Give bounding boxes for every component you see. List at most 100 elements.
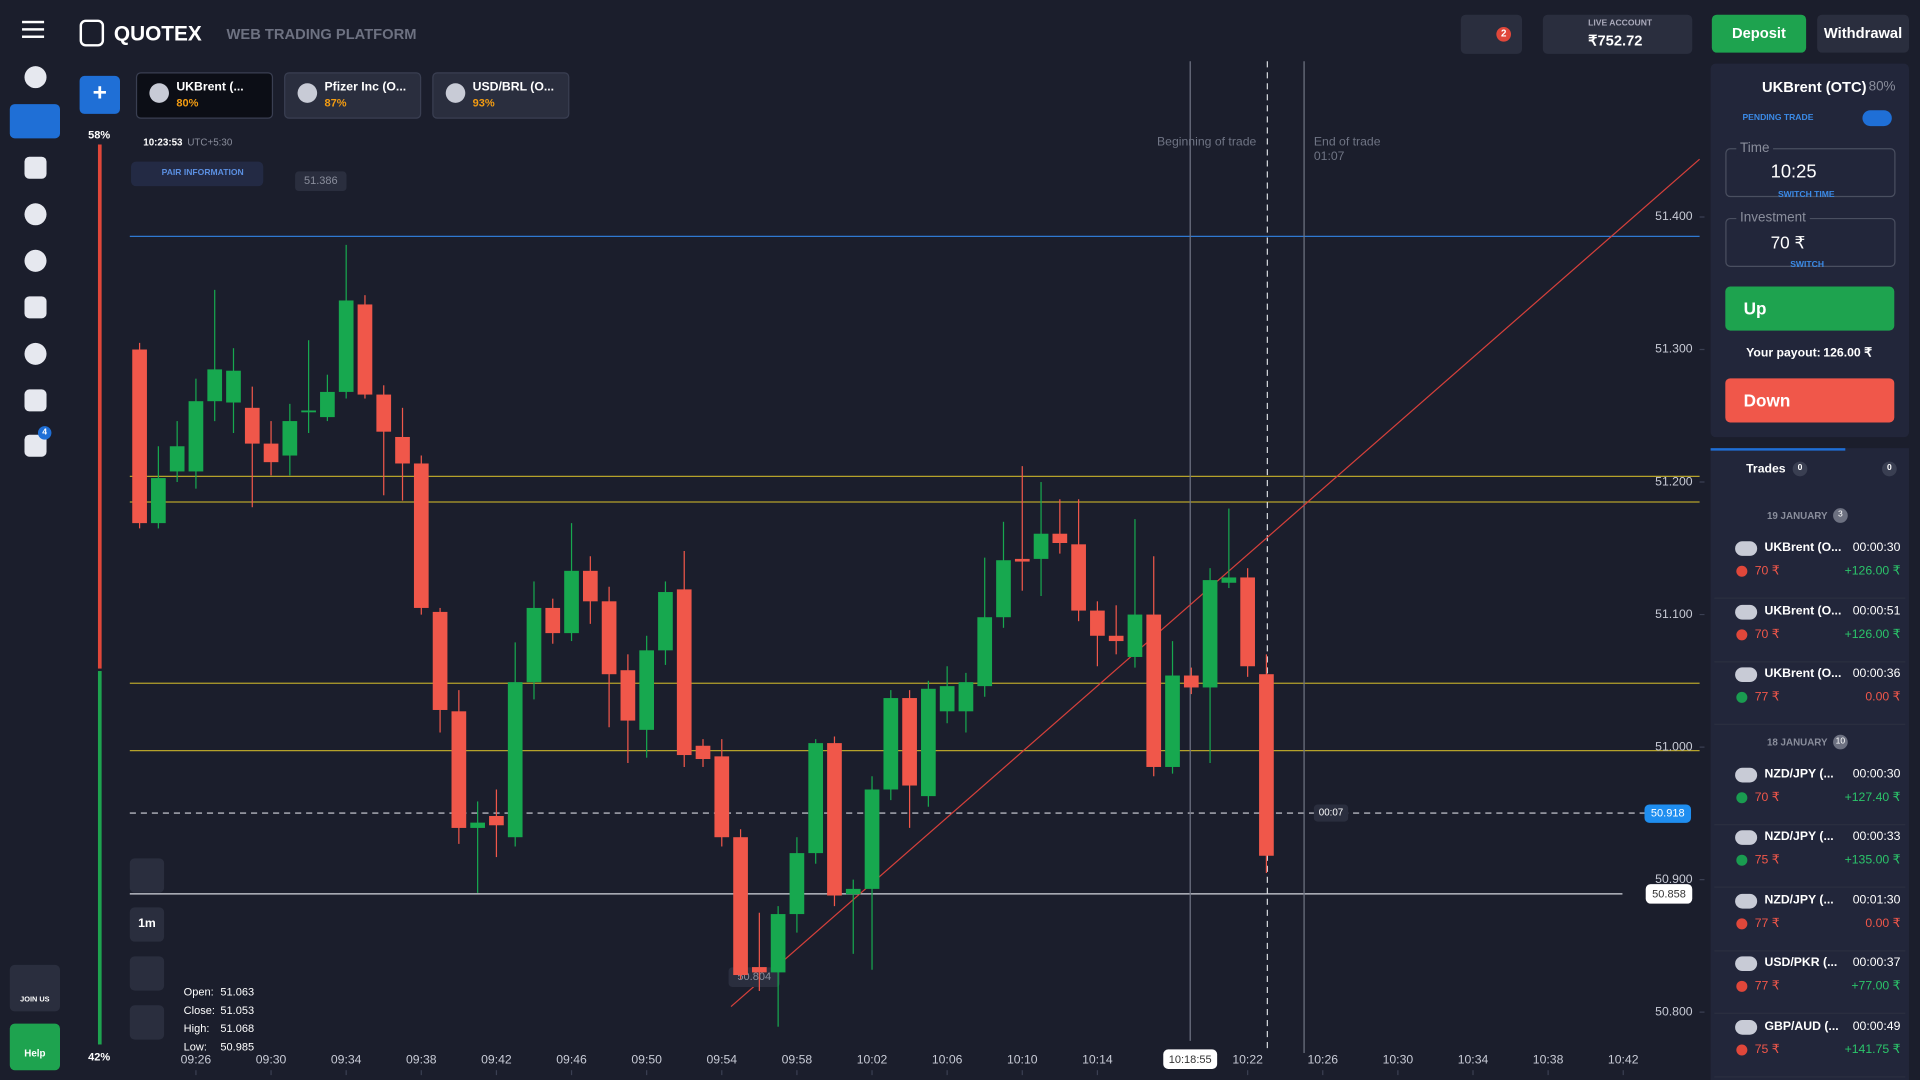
deposit-button[interactable]: Deposit — [1711, 14, 1807, 53]
sentiment-down: 42% — [88, 1050, 111, 1063]
candle-body — [883, 698, 899, 790]
trade-row[interactable]: NZD/JPY (... 00:01:30 77 ₹ 0.00 ₹ — [1714, 888, 1906, 951]
trade-arrow — [1736, 565, 1748, 577]
candle-body — [1240, 577, 1255, 667]
pair-info-button[interactable]: PAIR INFORMATION — [131, 161, 264, 187]
ohlc-label: Open: — [183, 985, 214, 998]
candle-body — [1165, 675, 1180, 767]
timeframe[interactable]: 1m — [129, 907, 165, 942]
nav-icon[interactable] — [24, 156, 47, 179]
trade-row[interactable]: UKBrent (O... 00:00:30 70 ₹ +126.00 ₹ — [1714, 536, 1906, 599]
trade-row[interactable]: GBP/AUD (... 00:00:49 75 ₹ +141.75 ₹ — [1714, 1014, 1906, 1077]
trade-flag — [1735, 830, 1758, 845]
asset-tab[interactable]: USD/BRL (O... 93% — [432, 72, 570, 119]
x-tick-label: 09:50 — [631, 1053, 662, 1067]
trade-result: +127.40 ₹ — [1844, 790, 1901, 804]
asset-payout: 80% — [1868, 79, 1896, 95]
trade-duration: 00:00:37 — [1852, 956, 1901, 970]
trades-tab[interactable]: Trades — [1746, 462, 1786, 477]
y-tick-label: 51.000 — [1655, 739, 1693, 753]
notifications[interactable]: 2 — [1460, 14, 1523, 54]
up-label: Up — [1743, 298, 1767, 319]
candle-body — [395, 436, 410, 464]
draw-tool[interactable] — [129, 858, 165, 893]
time-field[interactable] — [1725, 148, 1896, 198]
x-tick-label: 09:46 — [556, 1053, 587, 1067]
y-tick-label: 51.200 — [1655, 474, 1693, 488]
trade-row[interactable]: NZD/JPY (... 00:00:30 70 ₹ +127.40 ₹ — [1714, 762, 1906, 825]
up-button[interactable]: Up — [1725, 286, 1895, 331]
x-tick-label: 10:26 — [1307, 1053, 1338, 1067]
trade-duration: 00:00:51 — [1852, 604, 1901, 618]
trade-name: NZD/JPY (... — [1764, 767, 1834, 781]
candle-body — [282, 421, 298, 456]
x-tick-label: 10:38 — [1533, 1053, 1564, 1067]
nav-icon[interactable] — [24, 66, 47, 89]
ohlc-label: Close: — [183, 1004, 215, 1017]
nav-icon[interactable] — [24, 249, 47, 272]
asset-tab[interactable]: UKBrent (... 80% — [135, 72, 274, 119]
ohlc-label: High: — [183, 1022, 210, 1035]
candle-body — [564, 570, 579, 634]
trade-duration: 00:00:30 — [1852, 541, 1901, 555]
alert-price: 50.858 — [1645, 884, 1693, 904]
candle-body — [601, 601, 617, 675]
payout-label: Your payout: — [1746, 346, 1821, 361]
candle-body — [320, 391, 335, 418]
hover-time: 10:18:55 — [1163, 1049, 1218, 1069]
trade-amount: 70 ₹ — [1754, 564, 1780, 578]
investment-field[interactable] — [1725, 217, 1896, 267]
asset: UKBrent (OTC) — [1762, 78, 1867, 96]
nav-icon[interactable] — [24, 203, 47, 226]
asset-tab[interactable]: Pfizer Inc (O... 87% — [284, 72, 422, 119]
account[interactable]: LIVE ACCOUNT ₹752.72 — [1542, 14, 1693, 54]
pending-toggle[interactable] — [1862, 110, 1892, 127]
trade-row[interactable]: UKBrent (O... 00:00:36 77 ₹ 0.00 ₹ — [1714, 662, 1906, 725]
trade-name: NZD/JPY (... — [1764, 830, 1834, 844]
trade-row[interactable]: USD/PKR (... 00:00:37 77 ₹ +77.00 ₹ — [1714, 951, 1906, 1014]
indicator-tool[interactable] — [129, 1005, 165, 1040]
candle-body — [432, 611, 448, 710]
candle-body — [1108, 635, 1124, 642]
chart-type-tool[interactable] — [129, 956, 165, 991]
add-tab[interactable]: + — [79, 75, 121, 114]
nav-icon[interactable] — [24, 296, 47, 319]
nav-icon[interactable] — [24, 434, 47, 457]
ohlc-value: 50.985 — [220, 1040, 255, 1054]
candle-body — [526, 607, 542, 683]
trade-amount: 75 ₹ — [1754, 853, 1780, 867]
x-tick-label: 09:30 — [256, 1053, 287, 1067]
menu-icon[interactable] — [22, 20, 45, 38]
x-tick-label: 10:02 — [857, 1053, 888, 1067]
candle-body — [188, 401, 204, 472]
tab-name: Pfizer Inc (O... — [324, 80, 407, 95]
trade-flag — [1735, 893, 1758, 908]
chart-nav[interactable] — [9, 104, 61, 139]
trade-row[interactable]: NZD/JPY (... 00:00:33 75 ₹ +135.00 ₹ — [1714, 825, 1906, 888]
candle-body — [751, 967, 767, 973]
ohlc-value: 51.068 — [220, 1022, 255, 1035]
tab-flag — [445, 83, 466, 103]
candle-body — [1146, 614, 1162, 767]
join-button[interactable]: JOIN US — [9, 964, 61, 1012]
switch[interactable]: SWITCH — [1790, 260, 1825, 270]
nav-icon[interactable] — [24, 342, 47, 365]
x-tick-label: 10:30 — [1383, 1053, 1414, 1067]
trade-result: +135.00 ₹ — [1844, 853, 1901, 867]
help-button[interactable]: Help — [9, 1023, 61, 1071]
candle-body — [1052, 533, 1068, 543]
trade-row[interactable]: UKBrent (O... 00:00:51 70 ₹ +126.00 ₹ — [1714, 599, 1906, 662]
x-tick-label: 10:10 — [1007, 1053, 1038, 1067]
withdrawal-button[interactable]: Withdrawal — [1817, 14, 1909, 53]
switch-time[interactable]: SWITCH TIME — [1777, 191, 1835, 200]
x-tick-label: 10:14 — [1082, 1053, 1113, 1067]
trade-result: +126.00 ₹ — [1844, 564, 1901, 578]
trade-end-time: 01:07 — [1314, 149, 1345, 163]
ohlc-value: 51.053 — [220, 1004, 255, 1017]
down-button[interactable]: Down — [1725, 378, 1895, 423]
candle-body — [620, 670, 636, 721]
nav-icon[interactable] — [24, 389, 47, 412]
trade-arrow — [1736, 628, 1748, 640]
tab-payout: 93% — [472, 96, 495, 109]
